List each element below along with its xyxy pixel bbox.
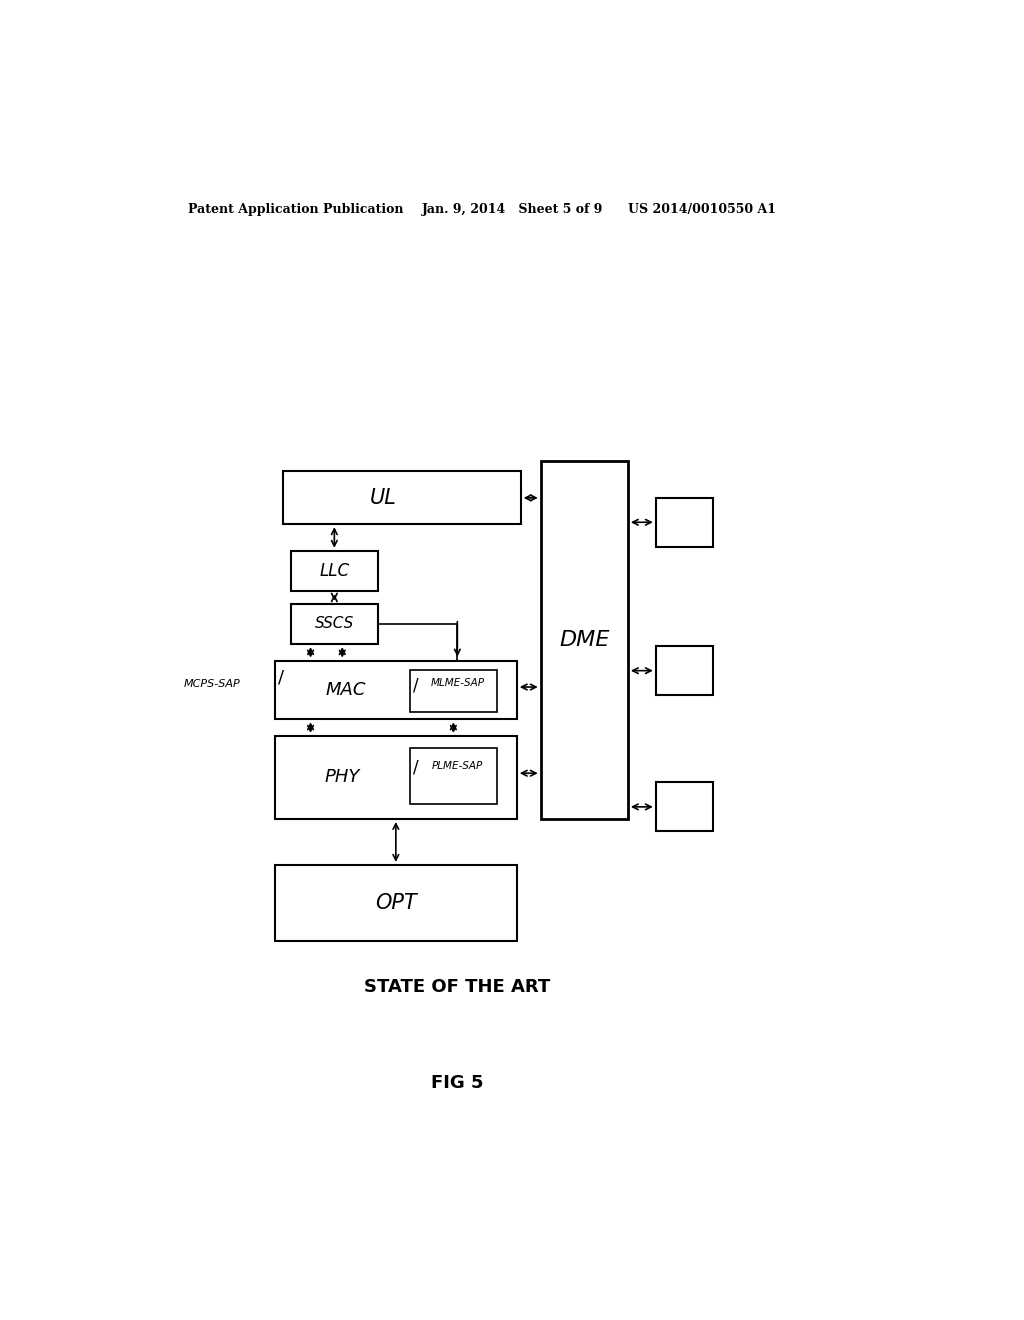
Bar — [274, 660, 517, 719]
Text: LLC: LLC — [319, 562, 349, 579]
Text: FIG 5: FIG 5 — [431, 1074, 483, 1093]
Bar — [291, 603, 378, 644]
Bar — [274, 865, 517, 941]
Bar — [291, 550, 378, 591]
Text: PHY: PHY — [325, 768, 360, 787]
Bar — [655, 783, 713, 832]
Text: PLME-SAP: PLME-SAP — [432, 760, 483, 771]
Bar — [410, 669, 497, 713]
Text: STATE OF THE ART: STATE OF THE ART — [365, 978, 551, 995]
Text: SSCS: SSCS — [314, 616, 354, 631]
Bar — [541, 461, 628, 818]
Bar — [274, 735, 517, 818]
Text: MCPS-SAP: MCPS-SAP — [183, 678, 241, 689]
Text: US 2014/0010550 A1: US 2014/0010550 A1 — [628, 203, 776, 216]
Text: Patent Application Publication: Patent Application Publication — [187, 203, 403, 216]
Text: MAC: MAC — [326, 681, 367, 700]
Bar — [655, 647, 713, 696]
Text: UL: UL — [370, 488, 396, 508]
Text: OPT: OPT — [375, 892, 417, 913]
Text: /: / — [414, 677, 419, 694]
Text: MLME-SAP: MLME-SAP — [430, 678, 484, 688]
Text: DME: DME — [559, 630, 609, 651]
Text: /: / — [279, 668, 285, 686]
Bar — [283, 471, 521, 524]
Text: /: / — [414, 759, 419, 776]
Text: Jan. 9, 2014   Sheet 5 of 9: Jan. 9, 2014 Sheet 5 of 9 — [422, 203, 603, 216]
Bar — [655, 498, 713, 546]
Bar — [410, 748, 497, 804]
